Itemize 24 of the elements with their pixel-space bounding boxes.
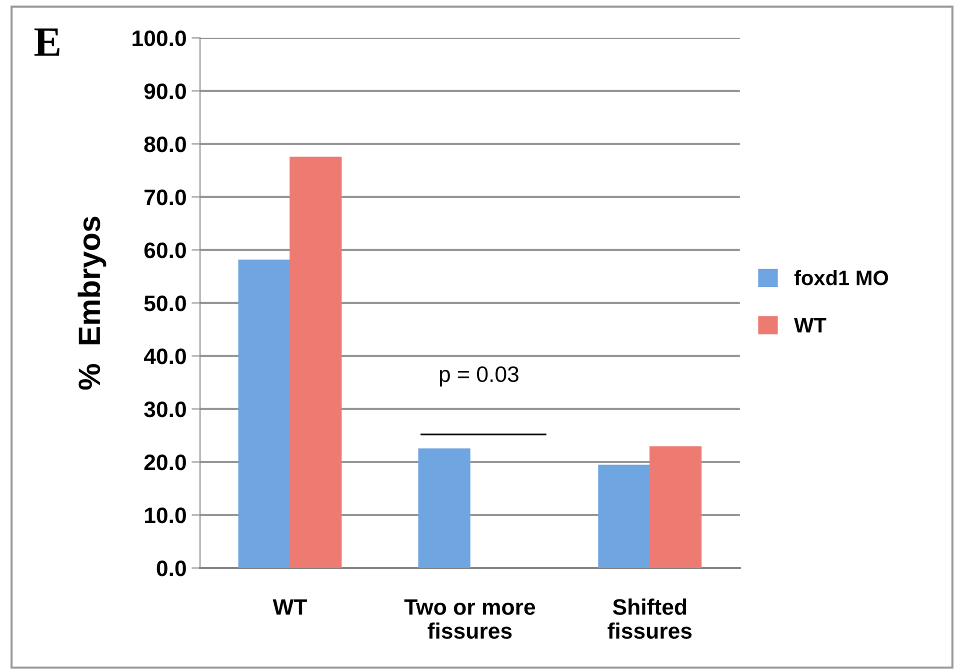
y-tick-label: 20.0 <box>144 454 186 470</box>
x-tick-label: WT <box>272 599 308 615</box>
bar <box>418 448 470 568</box>
bar <box>290 156 342 568</box>
bar <box>598 464 650 568</box>
y-tick-label: 100.0 <box>132 30 186 46</box>
legend-label: WT <box>794 318 826 332</box>
legend-label: foxd1 MO <box>794 270 888 286</box>
y-tick-label: 50.0 <box>144 295 186 312</box>
y-axis-title: % Embryos <box>78 216 106 390</box>
x-tick-label: Two or more fissures <box>404 599 536 639</box>
y-tick-label: 30.0 <box>144 402 186 418</box>
y-tick-label: 10.0 <box>144 508 186 524</box>
y-tick-label: 0.0 <box>156 560 186 576</box>
text: E <box>34 28 60 56</box>
x-tick-label: Shifted fissures <box>608 598 692 639</box>
bar <box>238 260 290 568</box>
y-tick-label: 90.0 <box>144 83 186 100</box>
y-tick-label: 40.0 <box>144 348 186 364</box>
annotation: p = 0.03 <box>440 366 518 386</box>
y-tick-label: 80.0 <box>144 136 186 152</box>
bar <box>649 446 702 568</box>
y-tick-label: 60.0 <box>144 242 186 258</box>
y-tick-label: 70.0 <box>144 189 186 206</box>
